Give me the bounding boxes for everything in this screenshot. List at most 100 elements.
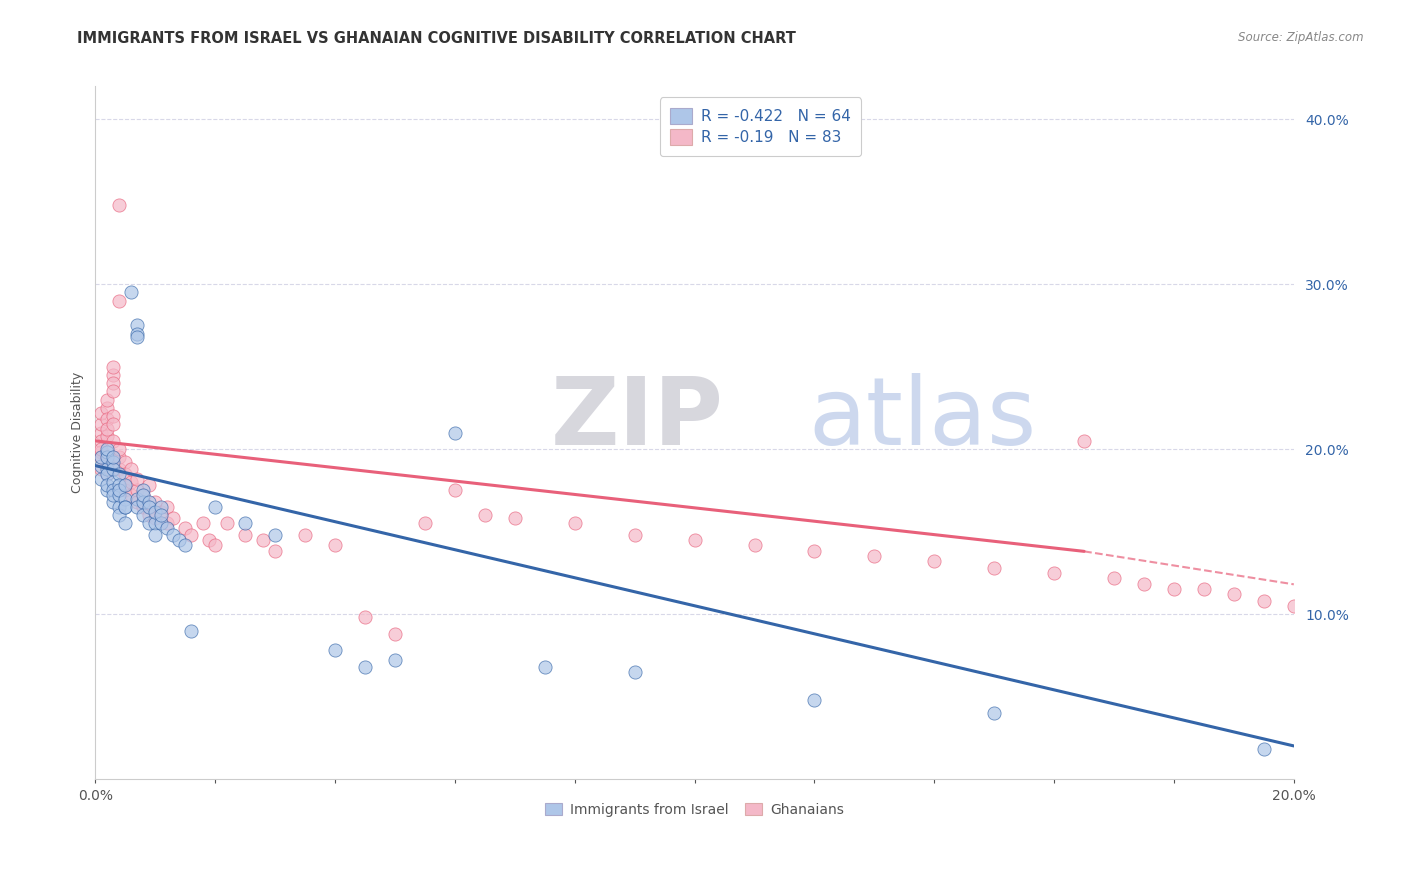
Point xyxy=(623,528,645,542)
Point xyxy=(103,417,125,432)
Point xyxy=(96,450,118,465)
Point xyxy=(103,384,125,399)
Point xyxy=(1192,582,1215,597)
Point xyxy=(744,538,766,552)
Point xyxy=(96,422,118,436)
Point xyxy=(132,483,155,498)
Point xyxy=(132,500,155,514)
Point xyxy=(114,455,136,469)
Point xyxy=(233,528,256,542)
Point xyxy=(120,488,142,502)
Point xyxy=(623,665,645,679)
Point xyxy=(108,488,131,502)
Point xyxy=(264,528,287,542)
Point xyxy=(90,425,112,440)
Point xyxy=(96,412,118,426)
Point xyxy=(120,285,142,300)
Point xyxy=(294,528,316,542)
Text: atlas: atlas xyxy=(808,373,1036,465)
Point xyxy=(114,467,136,481)
Point xyxy=(96,392,118,407)
Point xyxy=(108,467,131,481)
Point xyxy=(162,511,184,525)
Point xyxy=(90,406,112,420)
Point xyxy=(103,495,125,509)
Point xyxy=(90,458,112,473)
Point xyxy=(924,554,946,568)
Point xyxy=(167,533,190,547)
Point xyxy=(96,401,118,415)
Point xyxy=(533,660,555,674)
Point xyxy=(108,483,131,498)
Point xyxy=(103,475,125,489)
Point xyxy=(252,533,274,547)
Point xyxy=(444,483,467,498)
Point xyxy=(96,445,118,459)
Point xyxy=(138,478,160,492)
Point xyxy=(1102,571,1125,585)
Point xyxy=(174,521,197,535)
Point xyxy=(108,462,131,476)
Point xyxy=(1073,434,1095,448)
Point xyxy=(103,488,125,502)
Point xyxy=(1282,599,1305,613)
Point xyxy=(103,434,125,448)
Point xyxy=(138,495,160,509)
Point xyxy=(103,462,125,476)
Point xyxy=(503,511,526,525)
Point xyxy=(143,516,166,531)
Point xyxy=(138,508,160,522)
Point xyxy=(103,455,125,469)
Point xyxy=(1223,587,1246,601)
Point xyxy=(198,533,221,547)
Point xyxy=(150,508,173,522)
Point xyxy=(138,500,160,514)
Point xyxy=(108,500,131,514)
Point xyxy=(180,528,202,542)
Point xyxy=(103,376,125,391)
Point xyxy=(108,478,131,492)
Point xyxy=(983,706,1005,720)
Point xyxy=(143,528,166,542)
Point xyxy=(108,293,131,308)
Point xyxy=(143,495,166,509)
Point xyxy=(180,624,202,638)
Point xyxy=(114,483,136,498)
Point xyxy=(143,511,166,525)
Point xyxy=(127,500,149,514)
Point xyxy=(204,538,226,552)
Point xyxy=(204,500,226,514)
Point xyxy=(103,483,125,498)
Point xyxy=(96,455,118,469)
Point xyxy=(444,425,467,440)
Point xyxy=(114,500,136,514)
Text: IMMIGRANTS FROM ISRAEL VS GHANAIAN COGNITIVE DISABILITY CORRELATION CHART: IMMIGRANTS FROM ISRAEL VS GHANAIAN COGNI… xyxy=(77,31,796,46)
Point xyxy=(1253,594,1275,608)
Point xyxy=(174,538,197,552)
Point xyxy=(564,516,586,531)
Point xyxy=(90,434,112,448)
Point xyxy=(162,528,184,542)
Point xyxy=(132,488,155,502)
Point xyxy=(90,442,112,457)
Point xyxy=(108,450,131,465)
Point xyxy=(132,495,155,509)
Point xyxy=(803,544,825,558)
Point xyxy=(108,198,131,212)
Point xyxy=(150,500,173,514)
Point xyxy=(127,330,149,344)
Point xyxy=(156,500,179,514)
Point xyxy=(127,326,149,341)
Point xyxy=(96,450,118,465)
Point xyxy=(150,516,173,531)
Point xyxy=(90,450,112,465)
Point xyxy=(96,467,118,481)
Point xyxy=(96,467,118,481)
Point xyxy=(103,409,125,424)
Point xyxy=(90,472,112,486)
Point xyxy=(96,442,118,457)
Point xyxy=(1133,577,1156,591)
Point xyxy=(354,660,377,674)
Text: Source: ZipAtlas.com: Source: ZipAtlas.com xyxy=(1239,31,1364,45)
Point xyxy=(983,561,1005,575)
